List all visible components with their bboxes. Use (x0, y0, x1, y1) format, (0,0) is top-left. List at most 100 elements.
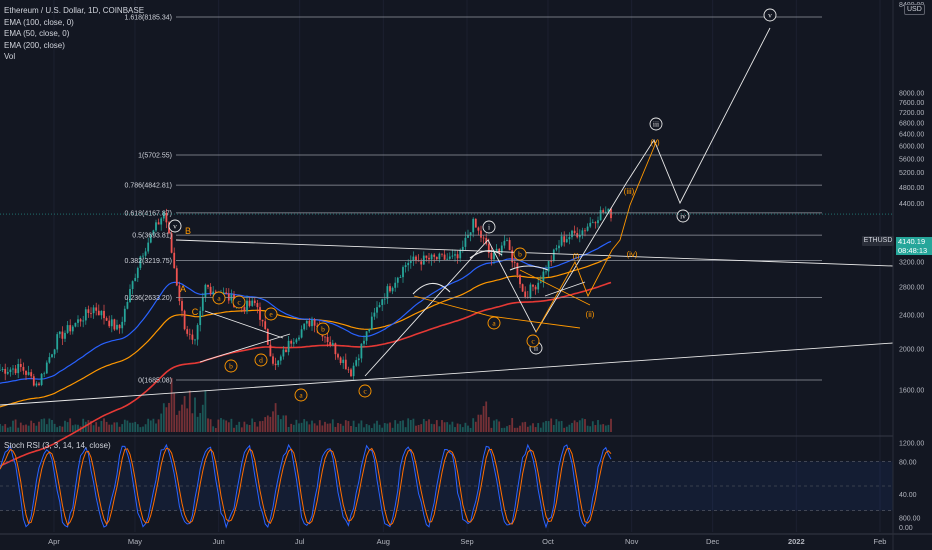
candle-body (134, 277, 137, 282)
volume-bar (441, 420, 443, 432)
candle-body (386, 286, 389, 299)
volume-bar (316, 425, 319, 432)
volume-bar (539, 427, 542, 432)
candle-body (399, 277, 402, 278)
candle-body (500, 245, 503, 253)
candle-body (123, 308, 126, 322)
fib-level-label: 1.618(8185.34) (125, 15, 172, 22)
volume-bar (438, 426, 441, 432)
volume-bar (412, 418, 415, 432)
candle-body (469, 232, 472, 236)
volume-bar (506, 426, 508, 432)
candle-body (251, 300, 254, 306)
volume-bar (178, 410, 181, 432)
candle-body (368, 329, 371, 332)
candle-body (513, 262, 516, 264)
stoch-rsi-pane (0, 443, 893, 529)
candle-body (170, 233, 173, 253)
candle-body (12, 368, 14, 370)
volume-bar (498, 421, 501, 432)
candle-body (74, 322, 77, 327)
candle-body (253, 300, 256, 304)
volume-bar (118, 426, 121, 432)
volume-bar (469, 427, 472, 432)
volume-bar (394, 420, 397, 432)
wave-label-i: i (488, 223, 490, 232)
candle-body (209, 286, 212, 294)
bar-countdown: 08:48:13 (898, 246, 928, 255)
wave-label-d-circle (254, 353, 268, 367)
time-tick-label: May (128, 537, 142, 546)
volume-bar (524, 421, 527, 432)
volume-bar (347, 421, 350, 432)
volume-bar (511, 418, 514, 432)
volume-bar (537, 423, 540, 432)
candle-body (357, 358, 360, 361)
volume-bar (43, 418, 46, 432)
currency-button[interactable]: USD (904, 4, 925, 15)
candle-body (19, 363, 22, 367)
arc-mark (509, 265, 549, 271)
candle-body (183, 310, 186, 330)
candle-body (282, 349, 285, 357)
volume-bar (521, 422, 524, 432)
volume-bar (287, 426, 290, 432)
candle-body (144, 251, 147, 256)
volume-bar (69, 418, 72, 432)
candle-body (355, 360, 358, 366)
candle-body (391, 287, 394, 292)
volume-bar (477, 414, 480, 432)
volume-bar (173, 392, 176, 432)
volume-bar (149, 420, 152, 432)
candle-body (227, 293, 230, 301)
wave-label-a-circle (212, 291, 226, 305)
volume-bar (1, 425, 4, 432)
wave-label-C: C (192, 307, 199, 317)
volume-bar (417, 424, 420, 432)
fib-level-label: 0.382(3219.75) (125, 258, 172, 265)
volume-bar (607, 424, 610, 432)
volume-bar (448, 424, 451, 432)
stoch-rsi-title: Stoch RSI (3, 3, 14, 14, close) (4, 441, 111, 450)
volume-bar (446, 422, 449, 432)
volume-bar (207, 418, 209, 432)
volume-bar (290, 423, 293, 432)
time-axis[interactable]: Apr May Jun Jul Aug Sep Oct Nov Dec 2022 Feb (48, 537, 886, 546)
rsi-tick-label: 40.00 (899, 492, 917, 499)
volume-bar (500, 427, 503, 432)
candle-body (446, 258, 449, 260)
price-tick-label: 8000.00 (899, 91, 924, 98)
volume-bar (334, 426, 337, 432)
candle-body (199, 310, 202, 326)
candle-body (113, 319, 116, 330)
candle-body (90, 312, 92, 314)
volume-bar (381, 427, 384, 432)
candle-body (105, 318, 108, 321)
volume-bar (25, 424, 27, 432)
price-axis[interactable]: 8400.008000.007600.007200.006800.006400.… (892, 0, 924, 550)
volume-bar (365, 424, 368, 432)
candle-body (337, 354, 339, 358)
candle-body (243, 307, 246, 312)
wave-label-e: e (269, 310, 273, 319)
candle-body (485, 238, 488, 244)
volume-bar (363, 427, 365, 432)
volume-bar (368, 425, 371, 432)
volume-bar (295, 419, 298, 432)
volume-bar (92, 425, 95, 432)
wave-channel-lower (413, 295, 581, 329)
candle-body (305, 320, 308, 324)
candle-body (477, 227, 480, 231)
volume-bar (344, 420, 347, 432)
volume-bar (212, 426, 215, 432)
candle-body (269, 344, 272, 357)
wave-label-(iv): (iv) (626, 250, 637, 259)
stoch-k-line (0, 443, 612, 529)
candle-body (313, 319, 316, 326)
wave-label-(i): (i) (572, 252, 579, 261)
wave-label-e-circle (264, 307, 278, 321)
volume-bar (181, 404, 183, 432)
volume-bar (129, 422, 131, 432)
wave-label-v-top-circle (168, 219, 182, 233)
